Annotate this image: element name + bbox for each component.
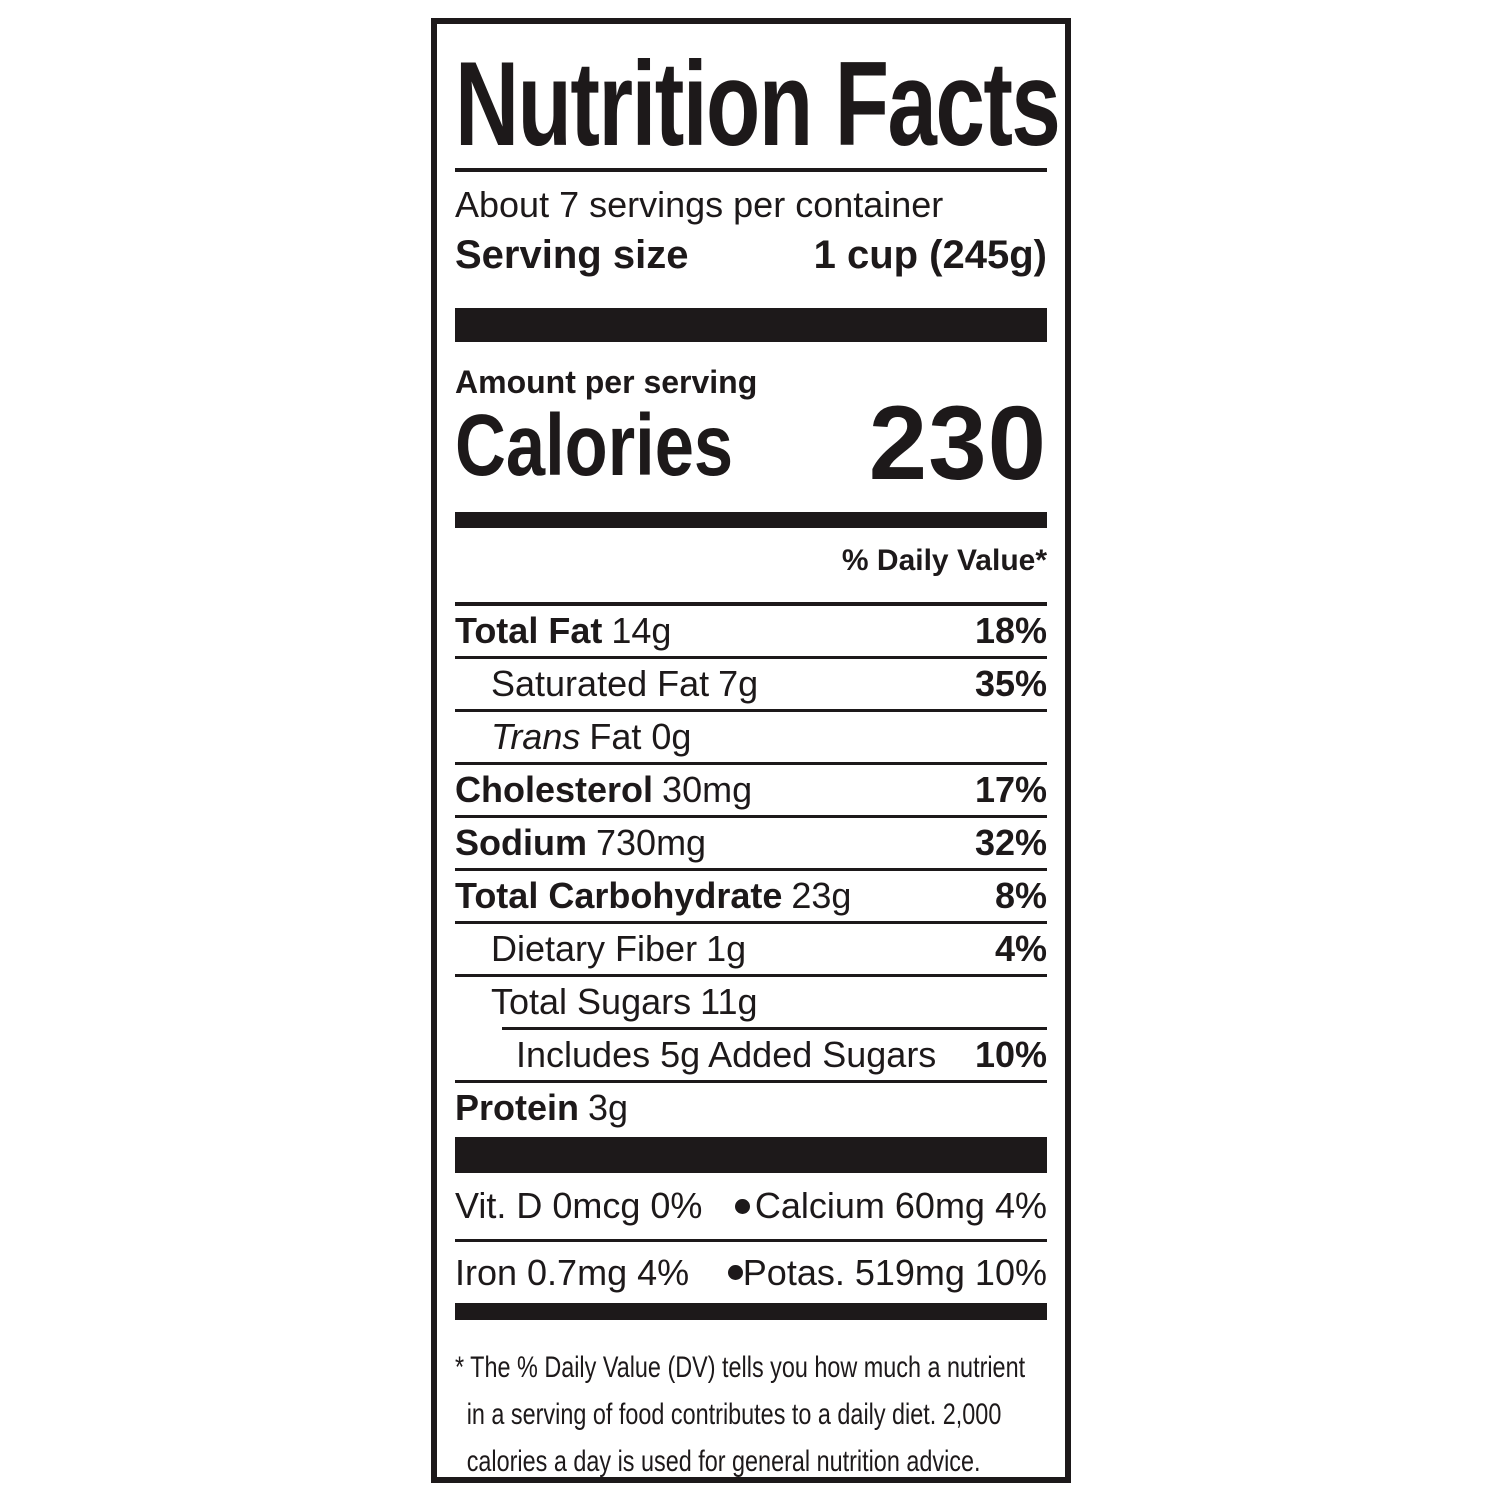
nutrient-daily-value: 18% [974,610,1047,651]
section-bar-medium-footer [455,1303,1047,1320]
nutrient-name: Saturated Fat [491,663,710,704]
nutrient-name-amount: Trans Fat 0g [455,716,691,758]
nutrition-facts-label: Nutrition Facts About 7 servings per con… [431,18,1071,1483]
nutrient-row-cholesterol: Cholesterol 30mg 17% [455,762,1047,815]
micronutrient-right: Potas. 519mg 10% [742,1251,1047,1293]
calories-value: 230 [868,385,1047,502]
nutrient-amount: 14g [611,610,672,651]
amount-per-serving-label: Amount per serving [455,364,758,400]
nutrient-daily-value: 32% [974,822,1047,863]
micronutrient-row-iron-potassium: Iron 0.7mg 4% Potas. 519mg 10% [455,1239,1047,1303]
nutrient-amount: 30mg [662,769,753,810]
daily-value-divider [455,602,1047,606]
nutrient-name-amount: Cholesterol 30mg [455,769,752,811]
footnote-line-1: * The % Daily Value (DV) tells you how m… [455,1351,1026,1384]
nutrient-row-saturated-fat: Saturated Fat 7g 35% [455,656,1047,709]
nutrient-daily-value: 35% [974,663,1047,704]
servings-per-container: About 7 servings per container [455,184,944,225]
footnote-line-2: in a serving of food contributes to a da… [466,1398,1002,1431]
nutrient-name-amount: Total Fat 14g [455,610,671,652]
bullet-icon [735,1198,750,1214]
nutrient-name: Total Carbohydrate [455,875,783,916]
bullet-icon [727,1265,743,1280]
nutrient-name: Total Sugars [491,981,692,1022]
nutrient-name-amount: Protein 3g [455,1087,628,1129]
nutrient-amount: 23g [791,875,852,916]
title-divider [455,168,1047,172]
footnote-line-3: calories a day is used for general nutri… [466,1445,981,1478]
nutrient-name-amount: Total Sugars 11g [455,981,758,1023]
nutrient-row-sodium: Sodium 730mg 32% [455,815,1047,868]
nutrient-daily-value: 8% [994,875,1047,916]
nutrient-amount: 3g [588,1087,629,1128]
nutrient-row-added-sugars: Includes 5g Added Sugars 10% [502,1027,1047,1080]
nutrient-amount: 1g [706,928,747,969]
nutrient-amount: 730mg [596,822,707,863]
nutrient-row-total-carbohydrate: Total Carbohydrate 23g 8% [455,868,1047,921]
nutrient-amount: 7g [718,663,759,704]
section-bar-thick-bottom [455,1137,1047,1173]
nutrient-name: Trans [491,716,581,757]
nutrient-name-amount: Total Carbohydrate 23g [455,875,851,917]
daily-value-header: % Daily Value* [841,544,1047,577]
micronutrient-right: Calcium 60mg 4% [754,1185,1047,1226]
nutrient-name: Cholesterol [455,769,654,810]
section-bar-medium-calories [455,512,1047,528]
micronutrient-left: Iron 0.7mg 4% [455,1251,690,1293]
nutrient-row-trans-fat: Trans Fat 0g [455,709,1047,762]
daily-value-footnote: * The % Daily Value (DV) tells you how m… [455,1344,1047,1478]
nutrient-name-amount: Sodium 730mg [455,822,706,864]
serving-size-value: 1 cup (245g) [813,233,1047,277]
nutrient-daily-value: 10% [974,1034,1047,1075]
calories-label: Calories [455,397,734,494]
serving-size-row: Serving size 1 cup (245g) [455,230,1047,280]
serving-size-label: Serving size [455,233,689,277]
nutrient-daily-value: 4% [994,928,1047,969]
nutrient-row-dietary-fiber: Dietary Fiber 1g 4% [455,921,1047,974]
nutrient-row-protein: Protein 3g [455,1080,1047,1133]
nutrient-row-total-sugars: Total Sugars 11g [455,974,1047,1027]
nutrient-name: Includes 5g Added Sugars [516,1034,937,1075]
nutrient-name: Total Fat [455,610,603,651]
nutrient-row-total-fat: Total Fat 14g 18% [455,606,1047,656]
label-title: Nutrition Facts [455,37,1061,171]
nutrient-amount: 11g [700,981,758,1022]
nutrient-name: Sodium [455,822,587,863]
nutrient-name: Protein [455,1087,580,1128]
nutrient-name-amount: Dietary Fiber 1g [455,928,746,970]
nutrient-amount: Fat 0g [589,716,692,757]
nutrient-name-amount: Saturated Fat 7g [455,663,758,705]
section-bar-thick-top [455,308,1047,342]
calories-row: Calories 230 [455,385,1047,502]
micronutrient-row-vitd-calcium: Vit. D 0mcg 0% Calcium 60mg 4% [455,1173,1047,1239]
nutrient-name: Dietary Fiber [491,928,698,969]
nutrient-name-amount: Includes 5g Added Sugars [502,1034,936,1076]
micronutrient-left: Vit. D 0mcg 0% [455,1185,703,1226]
nutrient-daily-value: 17% [974,769,1047,810]
